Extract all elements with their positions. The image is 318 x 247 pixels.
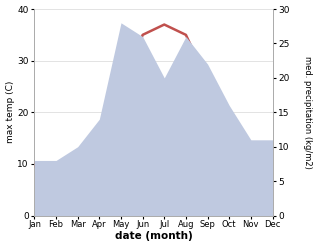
- X-axis label: date (month): date (month): [114, 231, 192, 242]
- Y-axis label: med. precipitation (kg/m2): med. precipitation (kg/m2): [303, 56, 313, 169]
- Y-axis label: max temp (C): max temp (C): [5, 81, 15, 144]
